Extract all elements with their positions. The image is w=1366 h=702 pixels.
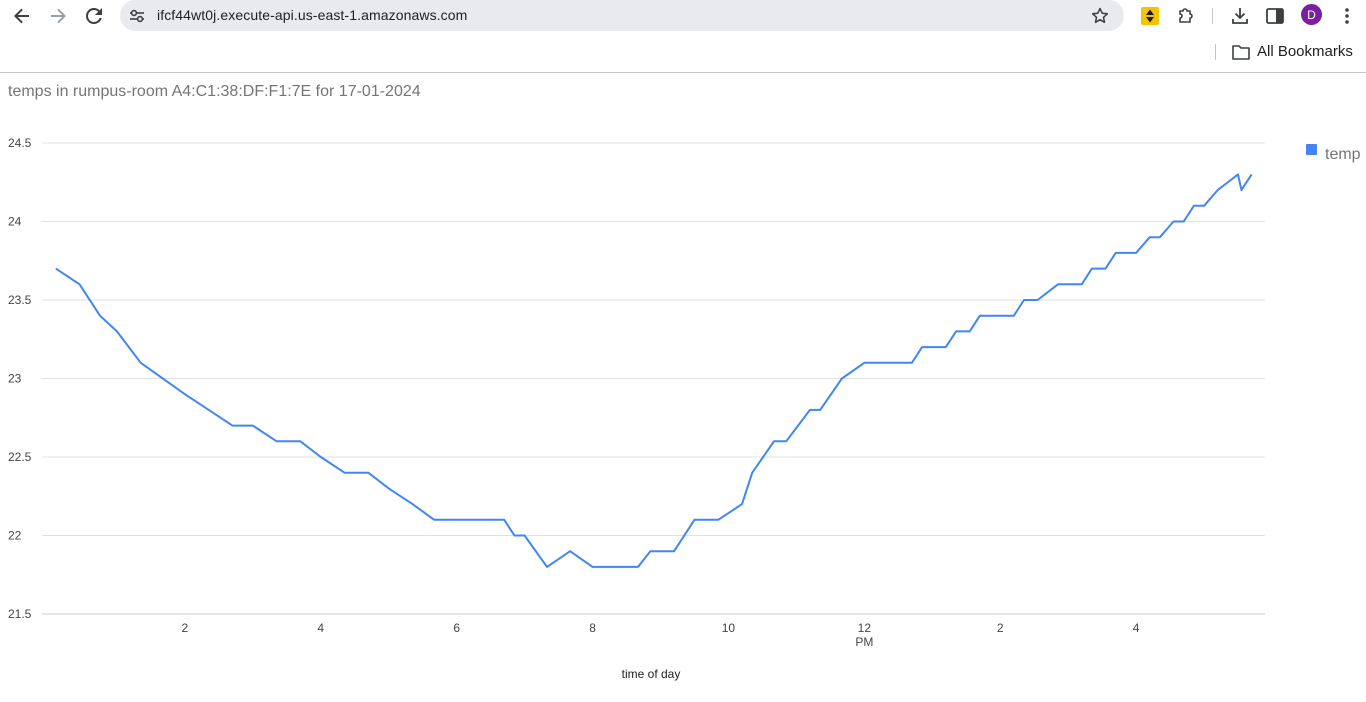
series-line-temp[interactable] [55, 173, 1253, 568]
x-tick-label: 6 [453, 621, 460, 635]
y-tick-label: 22.5 [8, 450, 32, 464]
x-tick-label: 2 [997, 621, 1004, 635]
y-tick-label: 23.5 [8, 293, 32, 307]
address-bar[interactable]: ifcf44wt0j.execute-api.us-east-1.amazona… [120, 0, 1124, 31]
x-tick-label: 8 [589, 621, 596, 635]
puzzle-icon [1179, 8, 1193, 23]
legend[interactable]: temp [1306, 144, 1361, 163]
url-text[interactable]: ifcf44wt0j.execute-api.us-east-1.amazona… [157, 7, 468, 23]
site-settings-icon[interactable] [128, 7, 146, 25]
legend-label: temp [1325, 146, 1361, 163]
bookmarks-bar: All Bookmarks [0, 32, 1366, 73]
menu-button[interactable] [1336, 5, 1358, 27]
toolbar-divider [1212, 8, 1213, 24]
side-panel-button[interactable] [1264, 5, 1286, 27]
menu-icon [1345, 8, 1349, 24]
x-axis-title: time of day [622, 667, 681, 681]
reload-icon [86, 8, 102, 24]
star-icon[interactable] [1090, 6, 1110, 26]
x-tick-label: 4 [317, 621, 324, 635]
browser-toolbar: ifcf44wt0j.execute-api.us-east-1.amazona… [0, 0, 1366, 32]
sidebar-icon [1266, 8, 1284, 24]
extension-icon [1141, 7, 1159, 25]
back-button[interactable] [10, 4, 34, 28]
downloads-button[interactable] [1229, 5, 1251, 27]
folder-icon[interactable] [1232, 44, 1250, 60]
y-tick-label: 24 [8, 215, 22, 229]
forward-icon [51, 8, 66, 24]
x-tick-label: 4 [1133, 621, 1140, 635]
download-icon [1232, 8, 1248, 24]
all-bookmarks-button[interactable]: All Bookmarks [1257, 43, 1353, 60]
y-tick-label: 22 [8, 529, 22, 543]
x-tick-label: 12 [858, 621, 872, 635]
x-tick-label: 10 [722, 621, 736, 635]
back-icon [14, 8, 29, 24]
grid [42, 142, 1265, 615]
extension-button[interactable] [1139, 5, 1161, 27]
x-tick-sublabel: PM [855, 635, 873, 649]
legend-swatch [1306, 144, 1317, 155]
series [55, 173, 1253, 568]
y-tick-label: 24.5 [8, 136, 32, 150]
forward-button[interactable] [46, 4, 70, 28]
bookmarks-divider [1215, 44, 1216, 60]
extensions-menu-button[interactable] [1175, 5, 1197, 27]
temperature-line-chart: temps in rumpus-room A4:C1:38:DF:F1:7E f… [8, 83, 1361, 681]
y-tick-labels: 24.5 24 23.5 23 22.5 22 21.5 [8, 136, 32, 621]
y-tick-label: 23 [8, 372, 22, 386]
chart-title: temps in rumpus-room A4:C1:38:DF:F1:7E f… [8, 83, 421, 100]
x-tick-label: 2 [182, 621, 189, 635]
y-tick-label: 21.5 [8, 607, 32, 621]
avatar[interactable]: D [1301, 4, 1322, 25]
reload-button[interactable] [82, 4, 106, 28]
